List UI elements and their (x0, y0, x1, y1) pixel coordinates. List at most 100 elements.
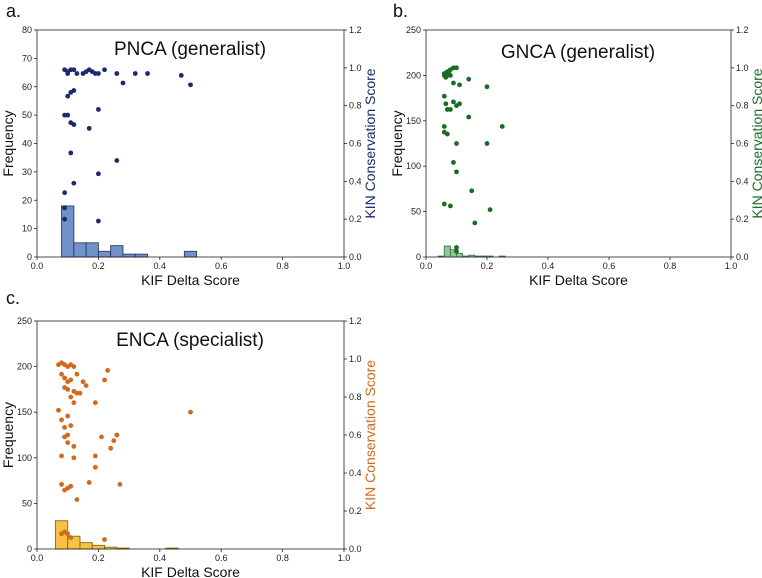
histogram-bar (61, 205, 75, 258)
scatter-point (68, 377, 74, 383)
scatter-point (451, 99, 456, 105)
scatter-point (62, 487, 68, 493)
scatter-point (68, 483, 74, 489)
scatter-point (62, 425, 68, 430)
scatter-point (114, 71, 120, 76)
y-tick-label: 200 (406, 70, 421, 80)
histogram-bar (110, 245, 124, 258)
chart-title: ENCA (specialist) (116, 330, 264, 351)
y2-tick-label: 0.0 (349, 544, 362, 554)
scatter-point (92, 453, 98, 459)
scatter-point (441, 201, 447, 207)
plot-frame (425, 29, 732, 258)
scatter-point (68, 150, 74, 156)
chart-title: PNCA (generalist) (114, 39, 266, 60)
scatter-point (71, 364, 77, 369)
scatter-point (65, 413, 71, 419)
panel-a: 0.0 0.2 0.4 0.6 0.8 1.0 0 10 20 30 40 50 60 70 80 0.0 0.… (0, 1, 378, 288)
y2-axis-label: KIN Conservation Score (749, 68, 762, 218)
scatter-point (188, 409, 193, 415)
scatter-point (484, 84, 490, 90)
scatter-point (83, 383, 89, 388)
y-tick-label: 40 (22, 139, 32, 149)
scatter-point (443, 101, 449, 107)
y2-axis-label: KIN Conservation Score (362, 360, 378, 510)
y2-tick-label: 0.6 (349, 430, 362, 440)
x-axis-label: KIF Delta Score (141, 564, 240, 578)
y2-tick-label: 0.4 (736, 176, 749, 186)
scatter-point (105, 368, 111, 373)
y-tick-label: 50 (411, 207, 421, 217)
scatter-point (145, 71, 150, 76)
scatter-point (108, 445, 114, 451)
y2-axis-label: KIN Conservation Score (362, 68, 378, 218)
scatter-point (499, 124, 505, 129)
y2-tick-label: 0.4 (349, 468, 362, 478)
x-tick-label: 0.8 (276, 553, 289, 563)
scatter-point (62, 190, 68, 196)
x-tick-label: 0.6 (603, 261, 616, 271)
y-tick-label: 100 (406, 161, 421, 171)
scatter-point (441, 124, 447, 129)
scatter-point (65, 531, 71, 537)
scatter-point (457, 101, 462, 107)
y2-tick-label: 0.8 (349, 392, 362, 402)
y-tick-label: 60 (22, 82, 32, 92)
scatter-point (102, 537, 107, 542)
x-tick-label: 1.0 (338, 261, 351, 271)
panel-b: 0.0 0.2 0.4 0.6 0.8 1.0 0 50 100 150 200 250 0.0 0.2 0… (389, 1, 762, 288)
panel-label: a. (6, 1, 21, 21)
histogram-bar (79, 542, 93, 550)
scatter-point (466, 114, 472, 120)
scatter-point (59, 531, 64, 537)
y-tick-label: 250 (406, 25, 421, 35)
y-axis-label: Frequency (0, 110, 16, 176)
y2-tick-label: 0.2 (736, 214, 749, 224)
scatter-point (86, 480, 92, 485)
y-tick-label: 250 (17, 316, 32, 326)
y2-tick-label: 1.2 (349, 316, 362, 326)
y-tick-label: 50 (22, 110, 32, 120)
scatter-point (68, 120, 74, 126)
scatter-point (454, 169, 459, 175)
scatter-point (466, 76, 472, 82)
scatter-point (86, 125, 92, 131)
scatter-point (59, 453, 64, 459)
scatter-point (457, 82, 462, 88)
x-tick-label: 0.0 (420, 261, 433, 271)
x-axis-label: KIF Delta Score (529, 272, 628, 288)
scatter-point (454, 248, 459, 254)
plot-frame (36, 29, 345, 258)
histogram-bar (183, 250, 198, 258)
x-tick-label: 0.6 (215, 261, 228, 271)
y2-tick-label: 0.2 (349, 214, 362, 224)
y2-tick-label: 0.6 (349, 139, 362, 149)
scatter-point (74, 71, 80, 76)
y2-tick-label: 1.2 (349, 25, 362, 35)
chart-title: GNCA (generalist) (501, 42, 655, 63)
histogram-bar (97, 250, 112, 258)
scatter-point (188, 82, 193, 88)
y2-tick-label: 0.4 (349, 176, 362, 186)
scatter-point (454, 245, 459, 250)
y-tick-label: 150 (406, 116, 421, 126)
scatter-point (469, 188, 475, 194)
y-tick-label: 50 (22, 498, 32, 508)
y-axis-label: Frequency (389, 110, 405, 176)
scatter-point (59, 371, 64, 377)
y2-tick-label: 0.6 (736, 139, 749, 149)
y-tick-label: 10 (22, 224, 32, 234)
scatter-point (114, 158, 120, 163)
scatter-point (448, 73, 453, 78)
scatter-point (92, 400, 98, 406)
scatter-point (74, 371, 80, 377)
scatter-point (102, 377, 107, 383)
scatter-point (441, 93, 447, 99)
scatter-point (451, 80, 456, 86)
scatter-point (96, 107, 101, 112)
scatter-point (443, 74, 449, 80)
x-tick-label: 0.0 (31, 553, 44, 563)
y2-tick-label: 1.2 (736, 25, 749, 35)
x-tick-label: 0.8 (664, 261, 677, 271)
